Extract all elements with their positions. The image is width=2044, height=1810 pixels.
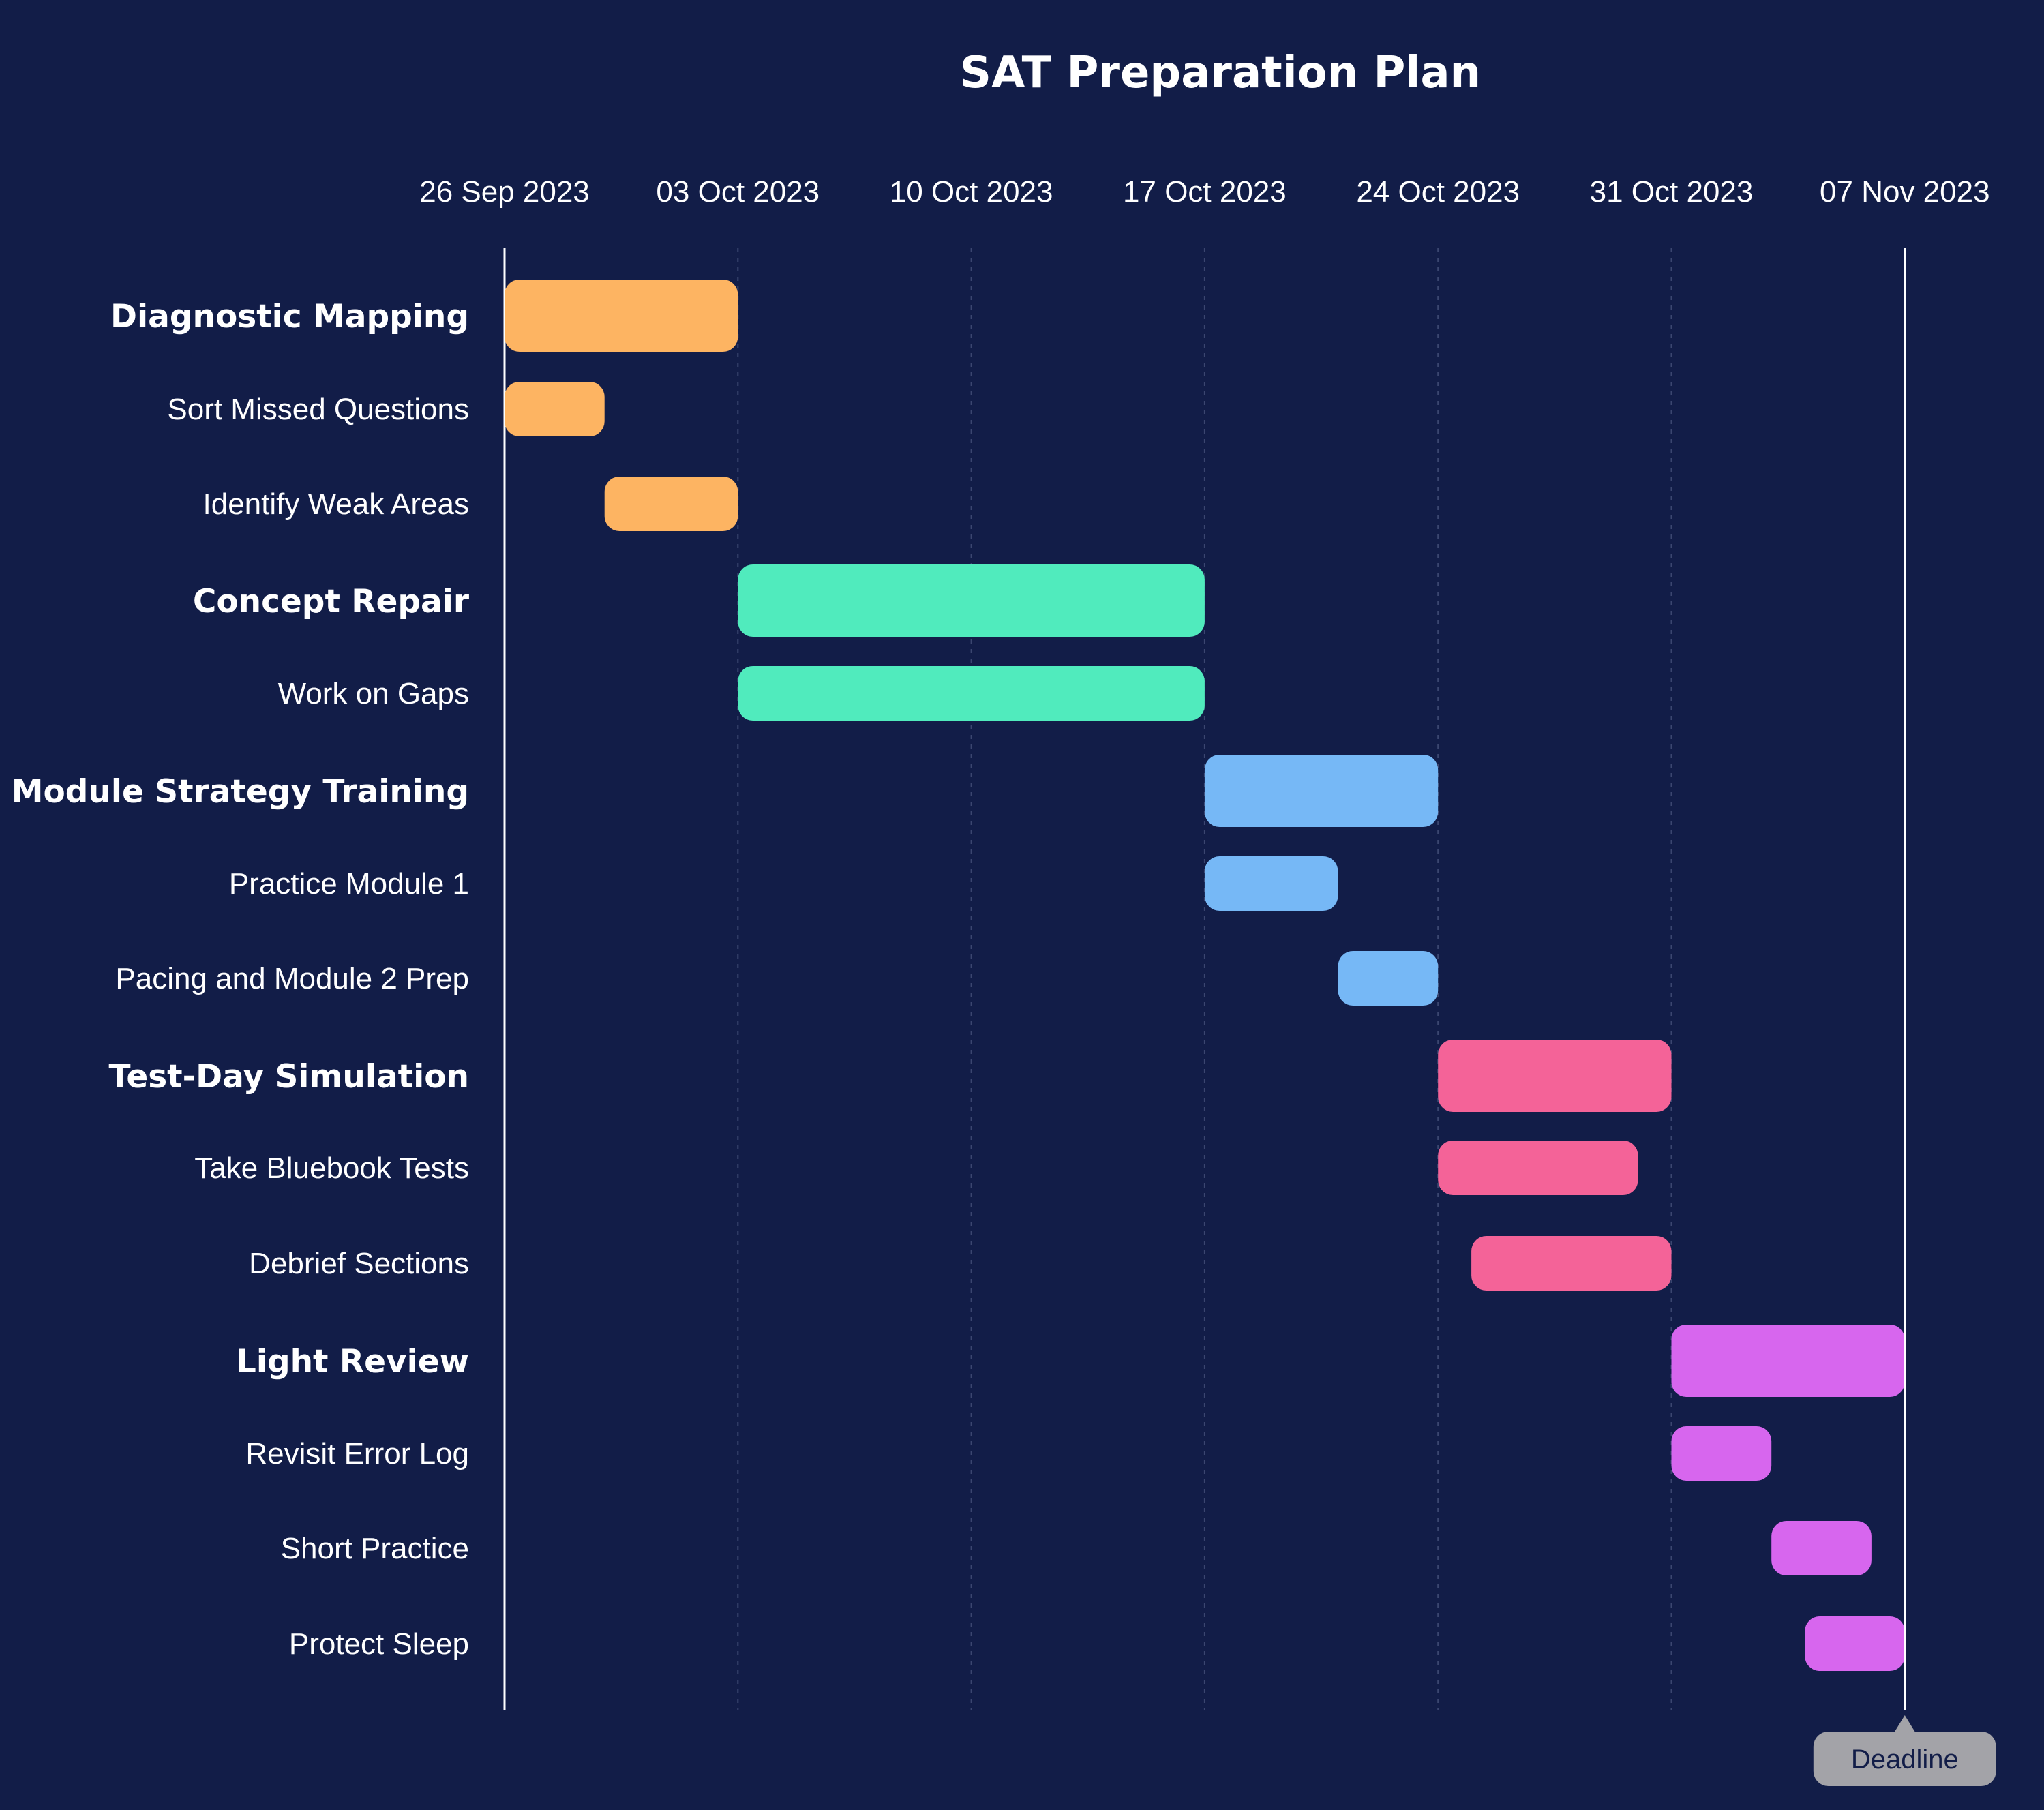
group-label: Concept Repair <box>193 583 470 620</box>
group-bar <box>738 564 1205 637</box>
task-bar <box>1204 856 1338 911</box>
x-tick-label: 07 Nov 2023 <box>1820 175 1990 209</box>
task-label: Debrief Sections <box>249 1247 469 1280</box>
chart-title: SAT Preparation Plan <box>960 48 1481 98</box>
group-label: Module Strategy Training <box>12 773 469 811</box>
markers: Deadline <box>1813 248 1996 1786</box>
task-label: Short Practice <box>281 1532 469 1565</box>
group-bar <box>505 280 738 352</box>
task-label: Practice Module 1 <box>229 867 469 901</box>
group-label: Test-Day Simulation <box>109 1058 469 1096</box>
x-tick-label: 17 Oct 2023 <box>1123 175 1287 209</box>
x-tick-label: 03 Oct 2023 <box>656 175 820 209</box>
task-bar <box>1671 1426 1772 1481</box>
group-label: Light Review <box>236 1343 469 1381</box>
task-label: Protect Sleep <box>289 1627 469 1661</box>
task-label: Work on Gaps <box>278 677 469 710</box>
task-label: Identify Weak Areas <box>203 487 470 521</box>
task-bar <box>1338 951 1439 1006</box>
group-label: Diagnostic Mapping <box>110 298 469 335</box>
x-axis-ticks: 26 Sep 2023 03 Oct 2023 10 Oct 2023 17 Oct … <box>419 175 1989 209</box>
task-bar <box>738 666 1205 721</box>
task-label: Sort Missed Questions <box>167 393 469 426</box>
deadline-label: Deadline <box>1851 1745 1959 1775</box>
group-bar <box>1438 1040 1672 1112</box>
task-bar <box>505 382 605 436</box>
x-tick-label: 31 Oct 2023 <box>1590 175 1754 209</box>
x-tick-label: 24 Oct 2023 <box>1356 175 1520 209</box>
deadline-badge <box>1813 1732 1996 1786</box>
x-tick-label: 10 Oct 2023 <box>890 175 1053 209</box>
x-tick-label: 26 Sep 2023 <box>419 175 590 209</box>
row-labels: Diagnostic Mapping Sort Missed Questions I… <box>12 298 470 1661</box>
task-bar <box>604 477 738 531</box>
task-bar <box>1771 1521 1872 1575</box>
task-label: Pacing and Module 2 Prep <box>115 962 469 995</box>
group-bar <box>1671 1325 1905 1397</box>
deadline-pointer <box>1893 1715 1916 1733</box>
task-label: Revisit Error Log <box>245 1437 469 1470</box>
grid-layer <box>503 248 1906 1710</box>
bars <box>505 280 1905 1671</box>
task-label: Take Bluebook Tests <box>194 1151 469 1185</box>
task-bar <box>1438 1141 1638 1195</box>
task-bar <box>1471 1236 1672 1291</box>
group-bar <box>1204 755 1439 827</box>
task-bar <box>1805 1616 1905 1671</box>
